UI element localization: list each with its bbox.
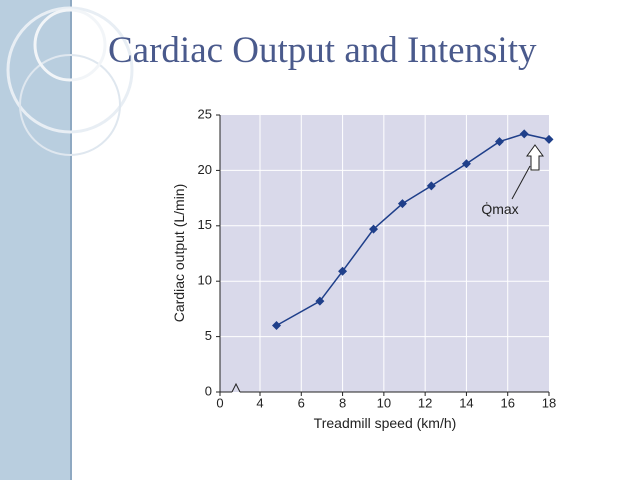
data-point [426, 181, 436, 191]
y-tick-label: 5 [205, 328, 212, 343]
annotation: Q̇max [481, 201, 518, 217]
data-point [369, 224, 379, 234]
x-tick-label: 0 [216, 395, 223, 410]
y-tick-label: 15 [198, 217, 212, 232]
decor-circle [33, 8, 107, 82]
x-tick-label: 12 [418, 395, 432, 410]
chart-title: Cardiac Output and Intensity [108, 30, 537, 71]
x-tick-label: 14 [459, 395, 473, 410]
y-tick-label: 0 [205, 383, 212, 398]
data-point [397, 199, 407, 209]
y-tick-label: 10 [198, 273, 212, 288]
y-axis-label: Cardiac output (L/min) [171, 184, 187, 323]
data-point [544, 134, 554, 144]
x-tick-label: 18 [542, 395, 556, 410]
plot-area [220, 115, 549, 392]
data-point [315, 296, 325, 306]
data-point [272, 321, 282, 331]
x-tick-label: 6 [298, 395, 305, 410]
x-tick-label: 10 [377, 395, 391, 410]
side-band [0, 0, 70, 480]
y-tick-label: 25 [198, 106, 212, 121]
data-point [461, 159, 471, 169]
decor-circle [6, 6, 134, 134]
x-tick-label: 8 [339, 395, 346, 410]
x-tick-label: 16 [500, 395, 514, 410]
data-point [519, 129, 529, 139]
x-axis-label: Treadmill speed (km/h) [314, 415, 457, 431]
data-point [338, 266, 348, 276]
data-point [494, 137, 504, 147]
decor-circle [19, 54, 121, 156]
annotation-leader [511, 165, 531, 200]
x-tick-label: 4 [256, 395, 263, 410]
annotation-arrow [526, 144, 544, 171]
axis-break [231, 382, 241, 393]
series-line [276, 133, 550, 327]
y-tick-label: 20 [198, 162, 212, 177]
